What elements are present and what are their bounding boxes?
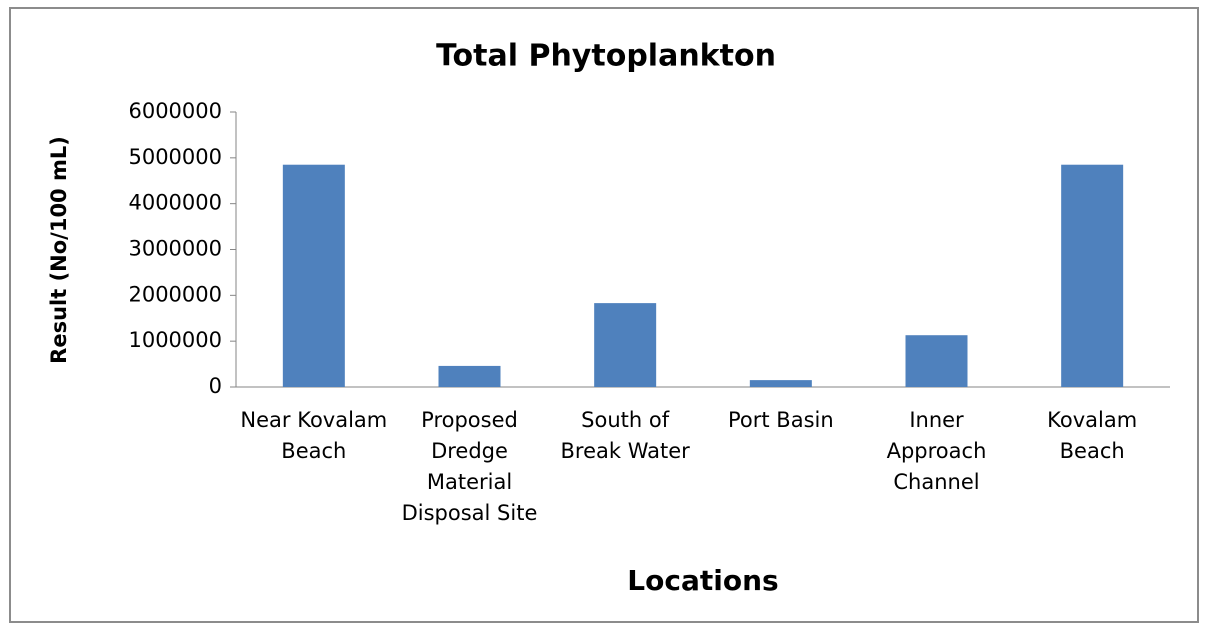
bar	[749, 380, 812, 387]
y-tick-label: 0	[209, 374, 222, 398]
x-axis-label: Locations	[627, 564, 778, 597]
bar	[282, 164, 345, 387]
x-tick-label: Proposed Dredge Material Disposal Site	[401, 408, 538, 525]
y-tick-label: 2000000	[128, 282, 222, 306]
y-tick-label: 3000000	[128, 237, 222, 261]
chart-title: Total Phytoplankton	[436, 39, 776, 74]
y-axis-label: Result (No/100 mL)	[47, 136, 71, 364]
y-tick-label: 4000000	[128, 191, 222, 215]
x-tick-label: Near Kovalam Beach	[240, 408, 388, 463]
x-tick-label: Port Basin	[727, 408, 834, 432]
y-tick-label: 6000000	[128, 99, 222, 123]
x-tick-label: Kovalam Beach	[1047, 408, 1138, 463]
bar	[594, 303, 657, 387]
x-tick-label: Inner Approach Channel	[886, 408, 987, 494]
y-tick-label: 5000000	[128, 145, 222, 169]
x-tick-label: South of Break Water	[560, 408, 690, 463]
bar	[438, 365, 501, 387]
y-tick-label: 1000000	[128, 328, 222, 352]
bar	[905, 335, 968, 387]
bar	[1061, 164, 1124, 387]
